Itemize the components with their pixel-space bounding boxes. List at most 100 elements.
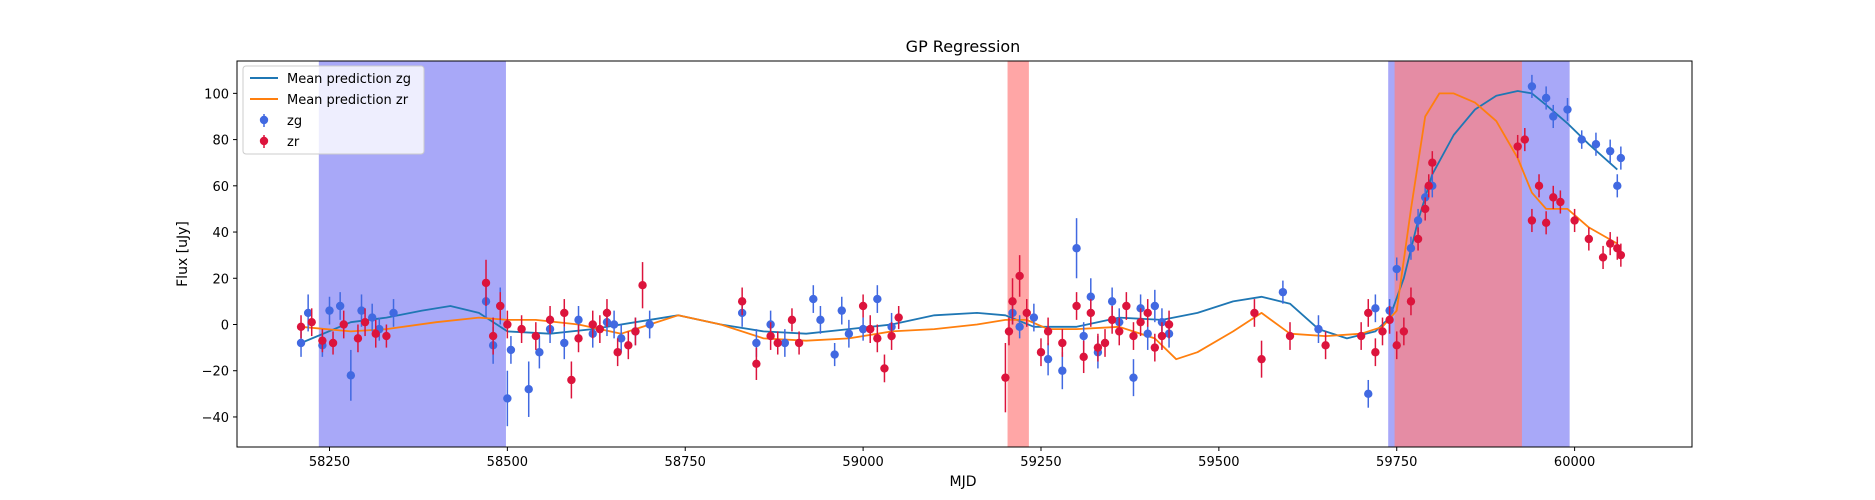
band-zr-1 [1007,61,1029,447]
point-zr [353,334,363,343]
y-axis-label: Flux [uJy] [175,221,191,287]
point-zg [1150,301,1160,311]
point-zr [517,324,526,334]
point-zg [1616,153,1626,163]
point-zr [1520,135,1529,144]
legend-point-zg [259,115,269,125]
point-zr [1527,216,1537,225]
x-tick-label: 58500 [487,455,528,470]
point-zr [531,331,541,341]
point-zr [595,324,605,334]
point-zr [481,278,491,288]
point-zr [1605,239,1615,248]
point-zg [1527,82,1537,91]
point-zg [1015,322,1024,332]
point-zr [1004,327,1014,336]
point-zr [1556,197,1565,207]
point-zr [1122,301,1131,311]
point-zr [588,320,597,329]
x-tick-label: 59000 [842,455,883,470]
point-zr [1399,327,1409,336]
plot-frame [236,60,1693,448]
point-zg [873,294,882,304]
point-zg [389,308,398,318]
point-zr [1428,158,1437,167]
point-zr [1036,348,1046,357]
y-tick-label: 20 [212,272,229,287]
point-zr [1093,343,1103,352]
point-zr [752,359,761,368]
point-zg [858,324,868,334]
axes: 58250 58500 58750 59000 59250 59500 59750 60000… [202,87,1596,470]
point-zr [1008,297,1017,306]
point-zg [1072,244,1081,253]
point-zg [752,338,761,348]
point-zg [1613,181,1622,191]
point-zr [1321,341,1330,350]
point-zr [1136,317,1145,327]
point-zr [307,317,316,327]
point-zr [1406,297,1416,306]
y-tick-label: 0 [221,318,229,333]
point-zr [1549,193,1558,202]
point-zg [1605,146,1615,156]
point-zr [339,320,348,329]
point-zr [1250,308,1259,318]
point-zr [1107,315,1117,325]
point-zr [887,331,896,341]
point-zg [524,385,533,394]
point-zg [296,338,306,348]
point-zr [545,315,555,325]
point-zr [1420,204,1430,214]
point-zg [1107,297,1117,306]
point-zr [1143,308,1152,318]
legend-point-zr [259,136,269,146]
point-zr [631,327,640,336]
point-zg [367,313,377,322]
point-zr [794,338,804,348]
point-zr [613,348,622,357]
point-zr [1257,354,1266,364]
point-zr [866,324,875,334]
point-zr [1285,331,1295,341]
point-zr [328,338,338,348]
point-zr [1100,338,1110,348]
point-zg [506,345,516,355]
point-zg [609,320,619,329]
point-zr [560,308,569,318]
point-zr [1570,216,1579,225]
legend-label-zg-points: zg [287,114,302,129]
point-zg [1029,313,1039,322]
point-zr [1150,343,1160,352]
point-zr [1022,308,1031,318]
point-zg [617,334,626,343]
point-zr [488,331,498,341]
point-zr [1129,331,1138,341]
point-zg [1058,366,1067,375]
point-zr [638,281,647,290]
point-zg [844,329,854,338]
point-zr [873,334,882,343]
points-zr [296,128,1626,413]
point-zg [560,338,569,348]
point-zr [894,313,903,322]
point-zr [1043,327,1053,336]
legend-label-zr-line: Mean prediction zr [287,93,409,108]
point-zr [360,317,370,327]
point-zr [1356,331,1366,341]
point-zg [837,306,846,315]
y-tick-label: −40 [202,411,229,426]
point-zg [1577,135,1586,144]
point-zg [830,350,839,359]
x-axis-label: MJD [950,474,977,490]
x-tick-label: 59500 [1198,455,1239,470]
point-zg [809,294,818,304]
point-zg [503,394,512,403]
y-tick-label: 40 [212,226,229,241]
point-zg [1136,304,1145,313]
point-zg [303,308,313,318]
point-zg [1157,317,1167,327]
chart-title: GP Regression [906,37,1021,56]
legend-box [242,65,425,155]
point-zr [787,315,797,325]
